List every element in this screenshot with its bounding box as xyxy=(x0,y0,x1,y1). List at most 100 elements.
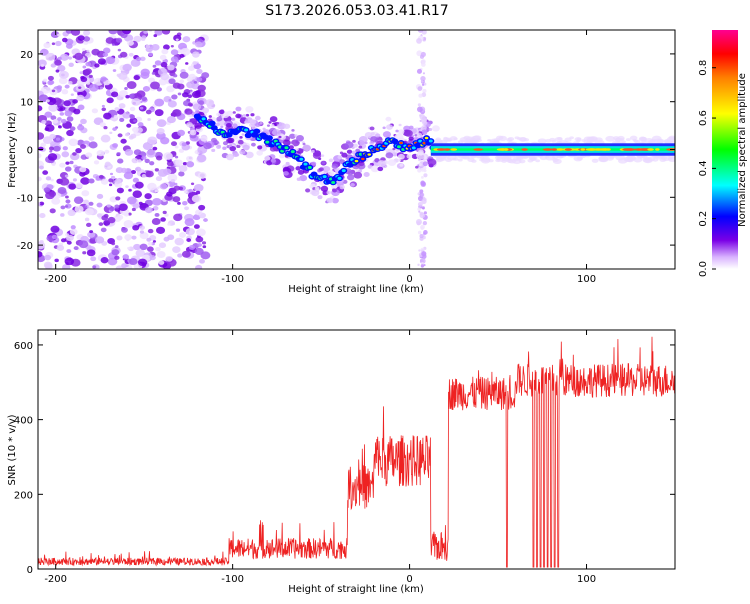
stripe-blob xyxy=(422,72,425,75)
ridge-cloud-blob xyxy=(321,161,326,165)
ridge-peak-blob xyxy=(341,169,346,173)
noise-blob xyxy=(42,170,49,175)
noise-blob xyxy=(65,199,71,204)
noise-blob xyxy=(179,79,185,84)
noise-blob xyxy=(110,175,116,180)
ridge-cloud-blob xyxy=(370,136,379,143)
noise-blob xyxy=(38,59,47,67)
noise-blob xyxy=(94,63,100,68)
noise-blob xyxy=(114,245,119,249)
noise-blob xyxy=(64,84,70,89)
noise-blob xyxy=(143,30,148,34)
noise-blob xyxy=(111,249,120,256)
noise-blob xyxy=(174,155,179,159)
noise-blob xyxy=(80,118,87,125)
ridge-cloud-blob xyxy=(351,150,357,155)
noise-blob xyxy=(177,253,183,258)
noise-blob xyxy=(72,152,77,156)
stripe-blob xyxy=(418,162,422,167)
spectrogram-y-ticks: -20 -10 0 10 20 xyxy=(17,50,675,252)
noise-blob xyxy=(64,166,72,172)
noise-blob xyxy=(97,58,106,65)
noise-blob xyxy=(81,48,86,52)
noise-blob xyxy=(184,218,195,227)
ridge-cloud-blob xyxy=(222,146,227,151)
y-tick-label: 0 xyxy=(27,146,33,157)
noise-blob xyxy=(133,35,142,43)
noise-blob xyxy=(107,216,116,224)
stripe-blob xyxy=(423,230,428,235)
y-tick-label: 600 xyxy=(14,341,33,352)
stripe-blob xyxy=(418,158,421,162)
noise-blob xyxy=(174,237,184,246)
stripe-blob xyxy=(415,219,422,226)
stripe-blob xyxy=(416,38,422,44)
noise-blob xyxy=(138,201,143,205)
noise-blob xyxy=(152,240,157,243)
colorbar-tick-label: 0.4 xyxy=(698,160,709,176)
noise-blob xyxy=(192,214,201,221)
ridge-cloud-blob xyxy=(217,144,221,148)
band-haze-blob xyxy=(514,136,520,140)
ridge-cloud-blob xyxy=(415,165,419,169)
noise-blob xyxy=(195,209,203,216)
band-haze-blob xyxy=(613,136,620,140)
noise-blob xyxy=(114,255,120,260)
ridge-peak-blob xyxy=(244,128,249,132)
colorbar-tick-label: 0.2 xyxy=(698,211,709,227)
noise-blob xyxy=(132,190,143,199)
ridge-cloud-blob xyxy=(355,148,361,153)
ridge-cloud-blob xyxy=(370,131,375,136)
noise-blob xyxy=(170,49,179,56)
noise-blob xyxy=(123,171,134,180)
noise-blob xyxy=(116,152,121,156)
noise-blob xyxy=(84,208,94,216)
noise-blob xyxy=(186,238,192,242)
band-haze-blob xyxy=(446,138,452,142)
ridge-cloud-blob xyxy=(339,185,345,190)
ridge-cloud-blob xyxy=(317,195,323,200)
ridge-cloud-blob xyxy=(225,153,235,161)
noise-blob xyxy=(78,86,82,89)
noise-blob xyxy=(45,99,50,103)
noise-blob xyxy=(178,165,188,173)
stripe-blob xyxy=(416,68,422,74)
snr-frame xyxy=(37,329,676,570)
noise-blob xyxy=(119,90,128,98)
noise-blob xyxy=(117,133,123,138)
ridge-cloud-blob xyxy=(214,142,218,146)
noise-blob xyxy=(108,183,113,187)
noise-blob xyxy=(112,127,117,131)
ridge-cloud-blob xyxy=(329,172,335,177)
noise-blob xyxy=(101,215,109,221)
noise-blob xyxy=(78,123,83,127)
ridge-cloud-blob xyxy=(432,125,440,132)
noise-blob xyxy=(118,203,128,211)
ridge-cloud-blob xyxy=(427,158,437,166)
band-haze-blob xyxy=(605,135,616,142)
noise-blob xyxy=(48,80,55,85)
noise-blob xyxy=(128,188,132,192)
noise-blob xyxy=(39,213,46,219)
ridge-cloud-blob xyxy=(270,124,275,128)
noise-blob xyxy=(83,205,88,209)
ridge-cloud-blob xyxy=(289,133,296,139)
ridge-cloud-blob xyxy=(386,124,393,130)
stripe-blob xyxy=(417,148,420,151)
noise-blob xyxy=(172,109,182,117)
band-haze-blob xyxy=(535,159,541,163)
noise-blob xyxy=(139,230,145,234)
noise-blob xyxy=(173,74,178,78)
noise-blob xyxy=(191,51,200,58)
noise-blob xyxy=(141,37,146,41)
noise-blob xyxy=(158,260,165,265)
noise-blob xyxy=(137,258,148,267)
noise-blob xyxy=(124,148,134,156)
noise-blob xyxy=(98,174,104,179)
noise-blob xyxy=(111,43,115,46)
noise-blob xyxy=(167,223,171,226)
noise-blob xyxy=(40,64,45,67)
noise-blob xyxy=(86,222,92,228)
ridge-cloud-blob xyxy=(216,116,223,122)
noise-blob xyxy=(73,246,79,251)
